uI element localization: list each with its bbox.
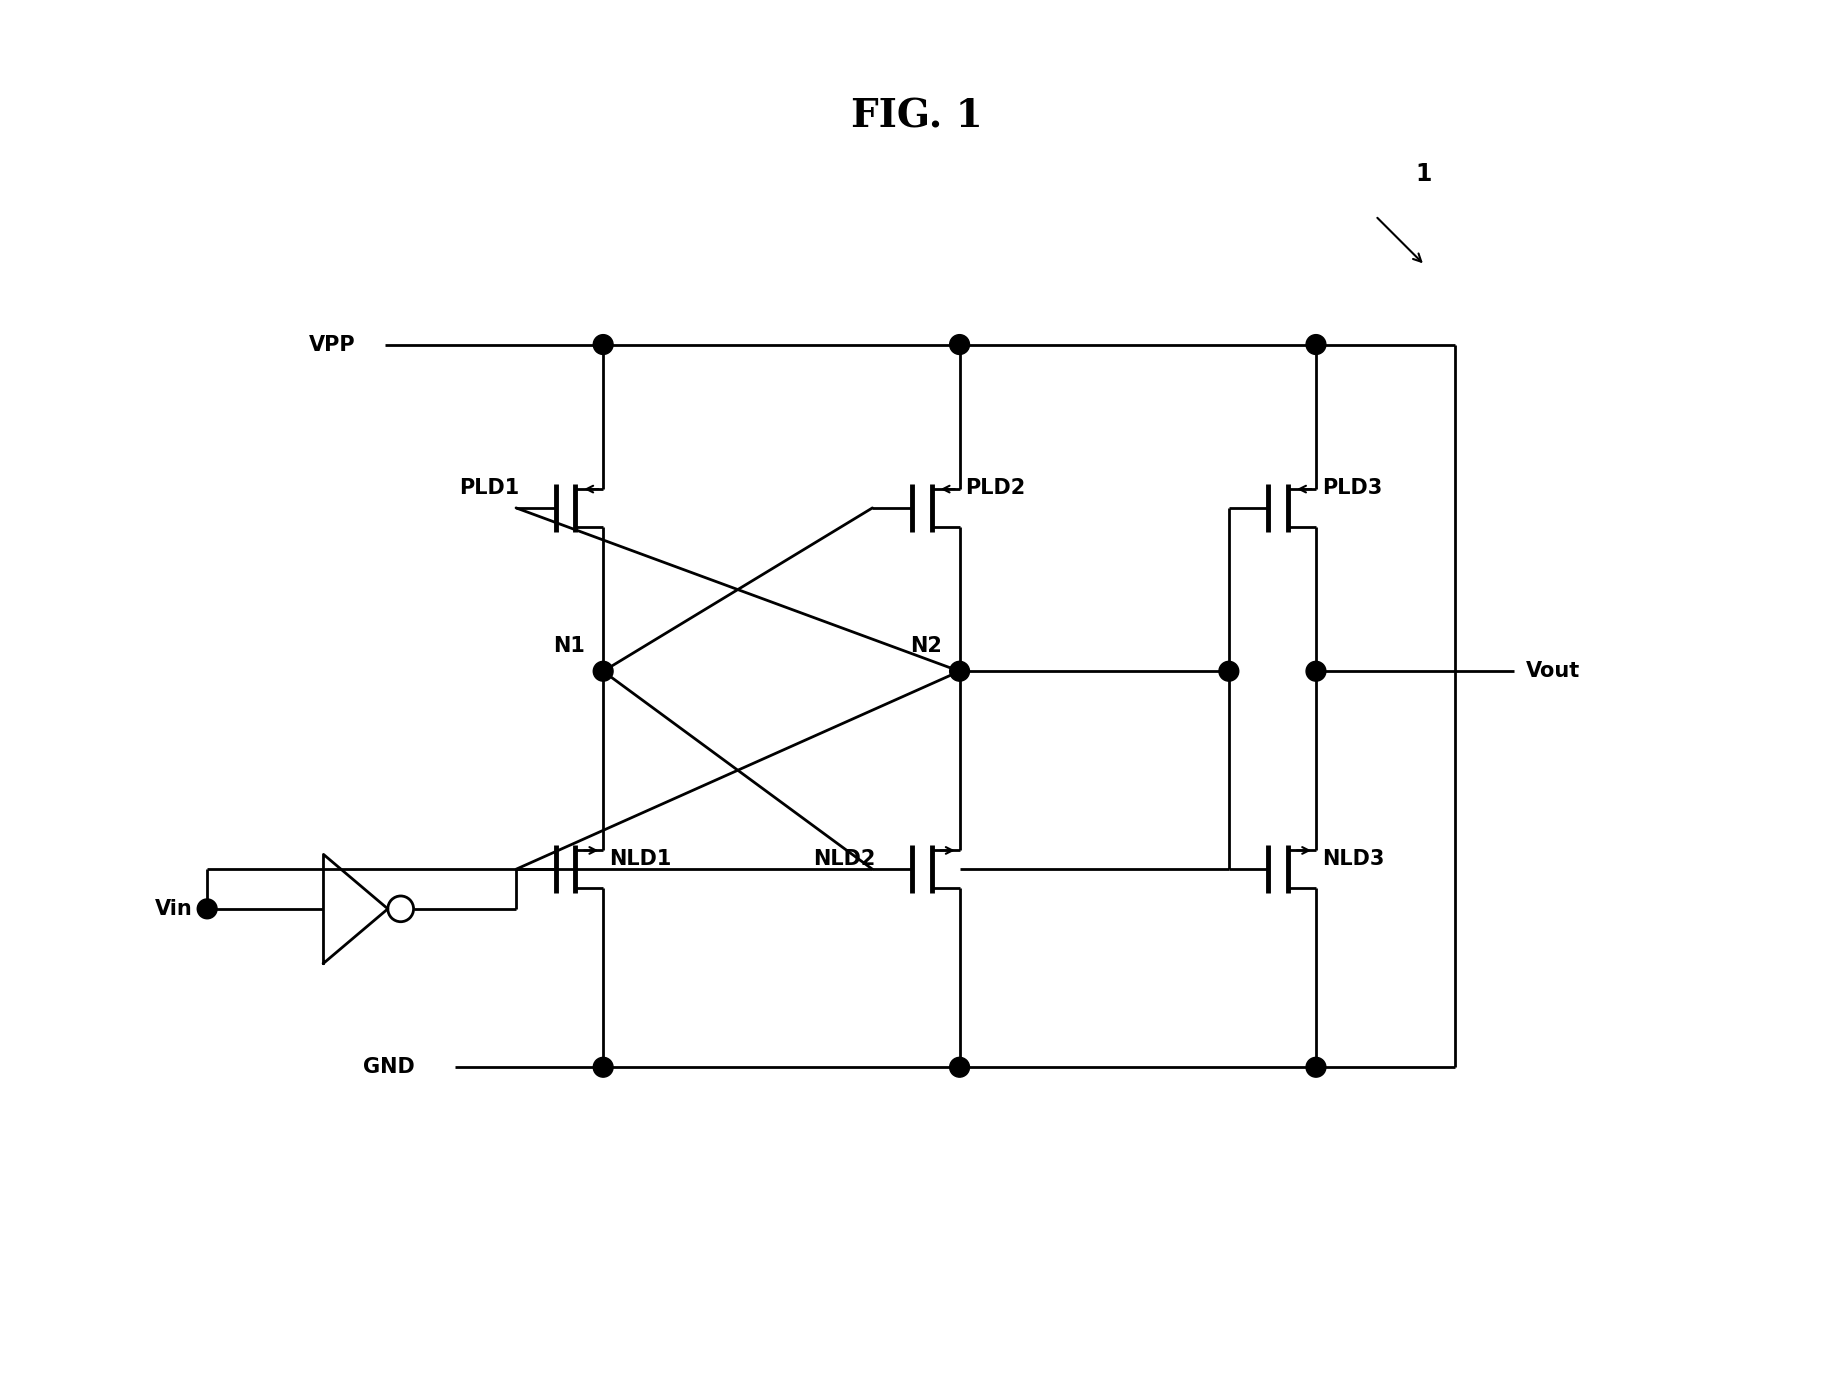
Text: VPP: VPP <box>310 335 356 355</box>
Text: N2: N2 <box>910 637 941 657</box>
Circle shape <box>1220 661 1238 682</box>
Circle shape <box>592 335 613 355</box>
Circle shape <box>1306 1057 1326 1077</box>
Circle shape <box>950 1057 970 1077</box>
Text: FIG. 1: FIG. 1 <box>851 97 983 136</box>
Text: PLD2: PLD2 <box>965 479 1025 498</box>
Text: N1: N1 <box>554 637 585 657</box>
Text: NLD2: NLD2 <box>812 850 875 869</box>
Circle shape <box>592 661 613 682</box>
Circle shape <box>950 661 970 682</box>
Text: PLD1: PLD1 <box>458 479 519 498</box>
Circle shape <box>1306 335 1326 355</box>
Circle shape <box>950 335 970 355</box>
Circle shape <box>1306 661 1326 682</box>
Text: GND: GND <box>363 1057 414 1077</box>
Circle shape <box>198 899 216 918</box>
Circle shape <box>592 1057 613 1077</box>
Text: NLD1: NLD1 <box>609 850 671 869</box>
Text: Vout: Vout <box>1526 661 1581 682</box>
Text: PLD3: PLD3 <box>1322 479 1383 498</box>
Text: 1: 1 <box>1416 163 1431 186</box>
Text: NLD3: NLD3 <box>1322 850 1385 869</box>
Text: Vin: Vin <box>154 899 193 919</box>
